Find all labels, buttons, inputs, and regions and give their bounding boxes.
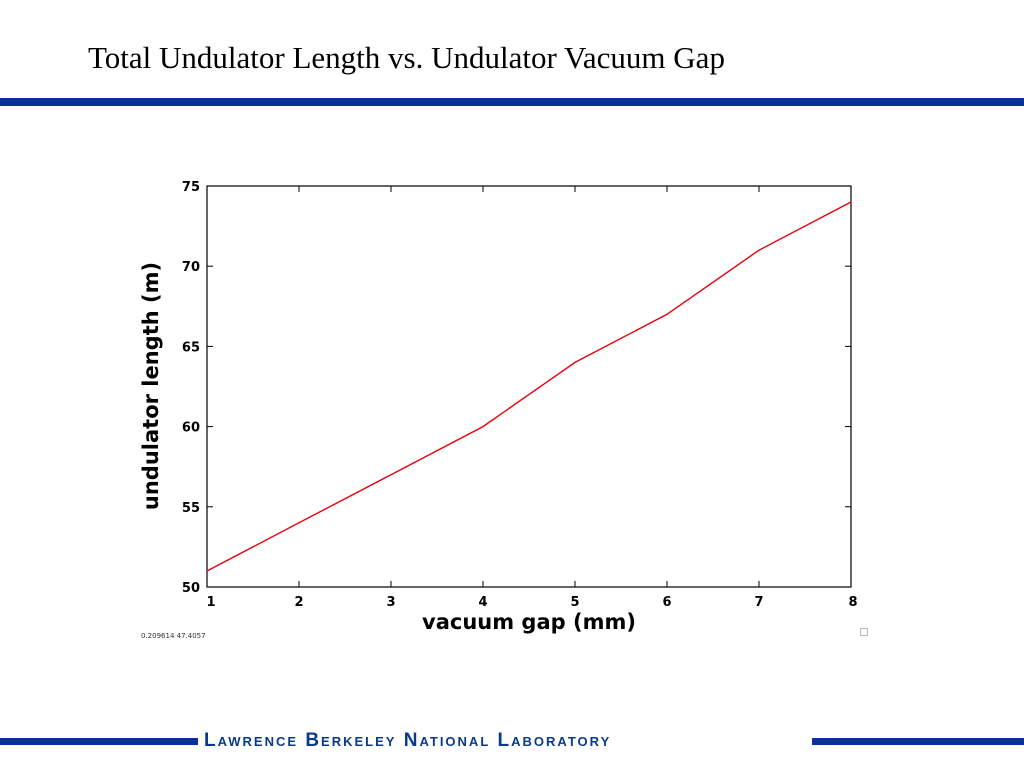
x-tick-label: 6 [662, 595, 671, 610]
data-point [574, 361, 576, 364]
x-tick-label: 5 [570, 595, 579, 610]
data-point [666, 313, 668, 315]
y-tick-label: 65 [182, 340, 200, 355]
data-point [390, 474, 392, 476]
plot-area-frame [206, 185, 852, 588]
x-tick-label: 7 [754, 595, 763, 610]
y-axis-ticks [207, 185, 851, 588]
footer-rule-right [812, 738, 1024, 745]
x-axis-tick-labels: 1 2 3 4 5 6 7 8 [206, 595, 857, 610]
series-group [206, 201, 852, 572]
y-axis-label: undulator length (m) [139, 262, 163, 510]
slide-title: Total Undulator Length vs. Undulator Vac… [88, 40, 725, 75]
data-point [482, 426, 484, 428]
coordinate-readout: 0.209614 47.4057 [141, 632, 206, 640]
title-underline-rule [0, 98, 1024, 106]
y-tick-label: 50 [182, 581, 200, 596]
x-tick-label: 2 [294, 595, 303, 610]
footer-lab-name: Lawrence Berkeley National Laboratory [204, 730, 612, 751]
x-axis-ticks [206, 186, 852, 587]
x-tick-label: 1 [206, 595, 215, 610]
y-axis-tick-labels: 50 55 60 65 70 75 [182, 180, 200, 596]
footer-rule-left [0, 738, 198, 745]
x-tick-label: 8 [848, 595, 857, 610]
data-point [850, 201, 852, 203]
resize-corner-icon [860, 628, 868, 636]
y-tick-label: 60 [182, 421, 200, 436]
x-tick-label: 3 [386, 595, 395, 610]
series-line [206, 201, 852, 572]
data-point [206, 570, 208, 572]
data-point [298, 522, 300, 524]
x-axis-label: vacuum gap (mm) [422, 610, 636, 634]
y-tick-label: 55 [182, 501, 200, 516]
data-point [758, 249, 760, 251]
x-tick-label: 4 [478, 595, 487, 610]
y-tick-label: 70 [182, 260, 200, 275]
y-tick-label: 75 [182, 180, 200, 195]
